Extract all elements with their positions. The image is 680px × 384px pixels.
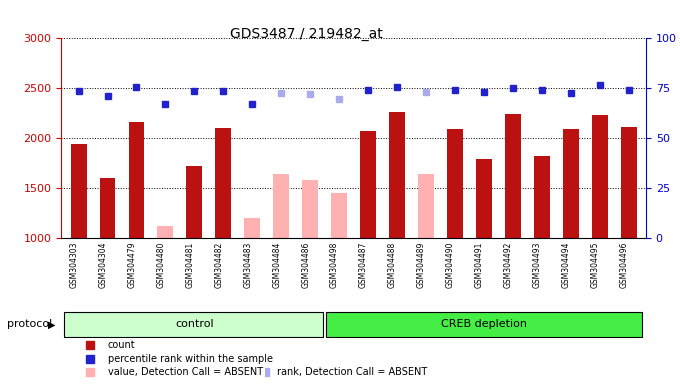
Text: GSM304483: GSM304483 [243, 242, 252, 288]
Text: GSM304479: GSM304479 [127, 242, 137, 288]
FancyBboxPatch shape [64, 313, 323, 336]
Text: GSM304486: GSM304486 [301, 242, 310, 288]
Text: GDS3487 / 219482_at: GDS3487 / 219482_at [230, 27, 382, 41]
Text: protocol: protocol [7, 319, 52, 329]
Bar [476, 159, 492, 238]
Text: GSM304482: GSM304482 [214, 242, 223, 288]
Text: GSM304481: GSM304481 [186, 242, 194, 288]
Text: GSM304495: GSM304495 [591, 242, 600, 288]
Text: GSM304496: GSM304496 [619, 242, 628, 288]
Text: GSM304492: GSM304492 [504, 242, 513, 288]
Bar [418, 174, 434, 238]
Text: GSM304490: GSM304490 [446, 242, 455, 288]
Bar [360, 131, 376, 238]
Bar [129, 122, 144, 238]
Text: GSM304304: GSM304304 [99, 242, 107, 288]
Text: ▶: ▶ [48, 319, 55, 329]
Bar [592, 115, 608, 238]
Bar [273, 174, 289, 238]
Text: CREB depletion: CREB depletion [441, 319, 527, 329]
Text: percentile rank within the sample: percentile rank within the sample [108, 354, 273, 364]
Text: GSM304498: GSM304498 [330, 242, 339, 288]
Bar [99, 178, 116, 238]
Bar [186, 166, 203, 238]
Text: GSM304489: GSM304489 [417, 242, 426, 288]
Bar [505, 114, 521, 238]
Text: GSM304493: GSM304493 [532, 242, 542, 288]
Text: GSM304487: GSM304487 [359, 242, 368, 288]
Bar [71, 144, 86, 238]
Text: control: control [175, 319, 214, 329]
Bar [216, 128, 231, 238]
Bar [244, 218, 260, 238]
Text: rank, Detection Call = ABSENT: rank, Detection Call = ABSENT [277, 367, 428, 377]
Bar [389, 112, 405, 238]
Text: count: count [108, 340, 135, 350]
Bar [302, 180, 318, 238]
Text: GSM304480: GSM304480 [156, 242, 165, 288]
Text: GSM304494: GSM304494 [562, 242, 571, 288]
Bar [621, 127, 636, 238]
Bar [563, 129, 579, 238]
Text: GSM304303: GSM304303 [69, 242, 79, 288]
Bar [331, 193, 347, 238]
Text: GSM304488: GSM304488 [388, 242, 397, 288]
Text: GSM304491: GSM304491 [475, 242, 484, 288]
FancyBboxPatch shape [326, 313, 642, 336]
Text: value, Detection Call = ABSENT: value, Detection Call = ABSENT [108, 367, 263, 377]
Text: GSM304484: GSM304484 [272, 242, 282, 288]
Bar [158, 226, 173, 238]
Bar [447, 129, 463, 238]
Bar [534, 156, 549, 238]
